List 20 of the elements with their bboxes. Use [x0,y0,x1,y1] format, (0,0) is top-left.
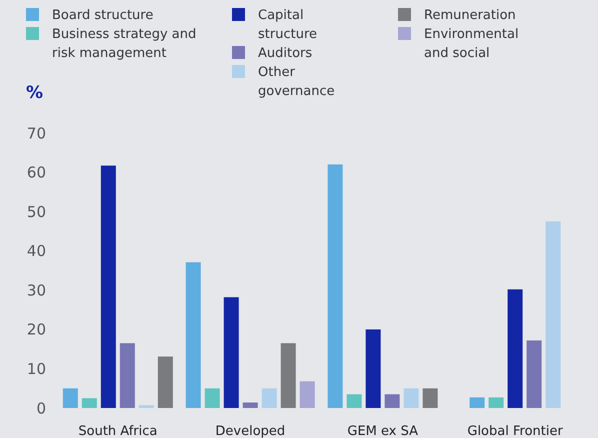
legend-label: Other governance [258,65,335,99]
legend-label: Environmental and social [424,27,519,61]
x-tick-label: Global Frontier [467,424,564,438]
x-tick-label: Developed [215,424,286,438]
y-tick-label: 0 [36,399,46,418]
legend-label: Board structure [52,8,154,23]
legend-label: Remuneration [424,8,516,23]
y-tick-label: 30 [26,281,46,300]
y-tick-label: 70 [26,124,46,142]
legend-label: Business strategy and risk management [52,27,196,61]
x-tick-label: South Africa [78,424,158,438]
y-tick-label: 50 [26,202,46,221]
y-tick-label: 40 [26,242,46,260]
y-tick-label: 10 [26,360,46,378]
y-tick-label: 20 [26,320,46,339]
legend-label: Capital structure [258,8,317,42]
y-axis-title: % [26,83,44,103]
y-tick-label: 60 [26,164,46,182]
legend-label: Auditors [258,46,312,61]
x-tick-label: GEM ex SA [347,424,418,438]
